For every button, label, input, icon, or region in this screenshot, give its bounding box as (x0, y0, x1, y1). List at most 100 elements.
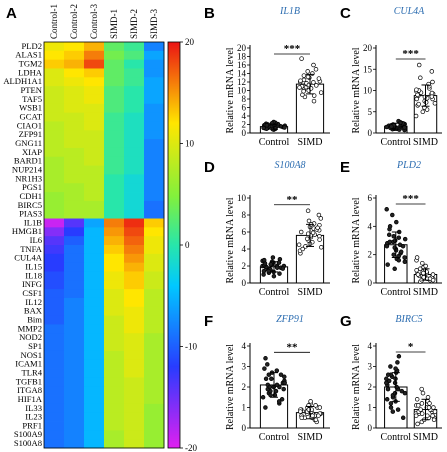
data-point (426, 405, 432, 410)
gene-title: PLD2 (396, 160, 421, 171)
heatmap-cell (124, 50, 145, 61)
data-point (415, 92, 420, 98)
heatmap-cell (44, 50, 65, 61)
heatmap-cell (84, 174, 105, 184)
heatmap-cell (104, 350, 125, 361)
heatmap-row-label: S100A9 (14, 429, 42, 439)
heatmap-cell (144, 403, 165, 414)
heatmap-border (43, 41, 165, 449)
heatmap-row-label: XIAP (22, 147, 42, 157)
heatmap-cell (44, 121, 65, 131)
data-point (416, 101, 421, 107)
heatmap-cell (124, 200, 145, 211)
heatmap-row-label: NUP214 (12, 164, 43, 174)
heatmap-cell (144, 174, 165, 184)
heatmap-cell (144, 359, 165, 369)
heatmap-cell (64, 130, 85, 140)
heatmap-cell (104, 333, 125, 343)
data-point (274, 265, 280, 270)
data-point (274, 368, 280, 373)
heatmap-cell (124, 333, 145, 343)
heatmap-cell (124, 403, 145, 414)
heatmap-cell (84, 262, 105, 272)
heatmap-row-label: BARD1 (14, 156, 42, 166)
heatmap-cell (64, 227, 85, 237)
heatmap-row-label: BIRC5 (18, 200, 42, 210)
y-tick-label: 15 (363, 64, 373, 74)
heatmap-row-label: PGS1 (22, 182, 42, 192)
panel-letter: B (204, 5, 215, 22)
y-tick-label: 0 (242, 128, 247, 138)
heatmap-cell (124, 324, 145, 334)
heatmap-cell (144, 183, 165, 193)
heatmap-cell (124, 68, 145, 78)
heatmap-cell (84, 386, 105, 396)
data-point (414, 397, 420, 402)
heatmap-cell (124, 165, 145, 175)
data-point (299, 415, 304, 421)
heatmap-row-label: NOS1 (21, 350, 43, 360)
heatmap-cell (124, 262, 145, 272)
heatmap-row-label: IL23 (25, 412, 42, 422)
data-point (422, 94, 428, 100)
data-point (431, 417, 437, 423)
heatmap-cell (64, 209, 85, 219)
data-point (266, 372, 272, 377)
heatmap-cell (104, 209, 125, 219)
data-point (413, 413, 419, 418)
heatmap-cell (64, 350, 85, 361)
heatmap-cell (84, 227, 105, 237)
panel-letter: F (204, 313, 213, 330)
data-point (389, 124, 394, 129)
heatmap-cell (64, 50, 85, 61)
heatmap-cell (84, 139, 105, 149)
heatmap-cell (84, 245, 105, 255)
data-point (394, 219, 399, 225)
heatmap-cell (84, 183, 105, 193)
data-point (388, 401, 394, 406)
significance-label: * (408, 341, 414, 353)
heatmap-cell (104, 306, 125, 317)
data-point (313, 417, 319, 423)
heatmap-cell (104, 139, 125, 149)
heatmap-cell (104, 50, 125, 61)
heatmap-row-label: IL12 (25, 297, 42, 307)
y-tick-label: 0 (242, 423, 247, 433)
heatmap-column-label: Control-1 (49, 4, 59, 39)
heatmap-cell (144, 368, 165, 378)
heatmap-cell (104, 147, 125, 158)
heatmap-row-label: IL18 (25, 270, 42, 280)
x-category-label: SIMD (297, 432, 322, 443)
y-axis-label: Relative mRNA level (225, 47, 236, 133)
data-point (397, 242, 403, 248)
data-point (319, 245, 324, 250)
y-tick-label: 2 (242, 120, 247, 130)
heatmap-cell (64, 368, 85, 378)
data-point (399, 388, 405, 394)
heatmap-row-label: TGFB1 (16, 376, 42, 386)
heatmap-cell (124, 103, 145, 114)
data-point (418, 75, 423, 81)
heatmap-row-label: HMGB1 (12, 226, 42, 236)
heatmap-cell (84, 236, 105, 246)
data-point (392, 390, 398, 396)
x-category-label: SIMD (297, 137, 322, 148)
y-tick-label: 16 (237, 60, 247, 70)
heatmap-cell (104, 121, 125, 131)
heatmap-cell (124, 121, 145, 131)
heatmap-cell (104, 42, 125, 52)
data-point (300, 246, 305, 252)
heatmap-cell (144, 139, 165, 149)
data-point (304, 236, 310, 242)
heatmap-cell (64, 333, 85, 343)
data-point (296, 242, 302, 248)
heatmap-cell (64, 139, 85, 149)
data-point (393, 366, 398, 371)
data-point (396, 235, 402, 240)
heatmap-cell (104, 245, 125, 255)
data-point (310, 413, 315, 418)
data-point (384, 380, 389, 386)
heatmap-cell (64, 297, 85, 308)
data-point (316, 413, 321, 418)
